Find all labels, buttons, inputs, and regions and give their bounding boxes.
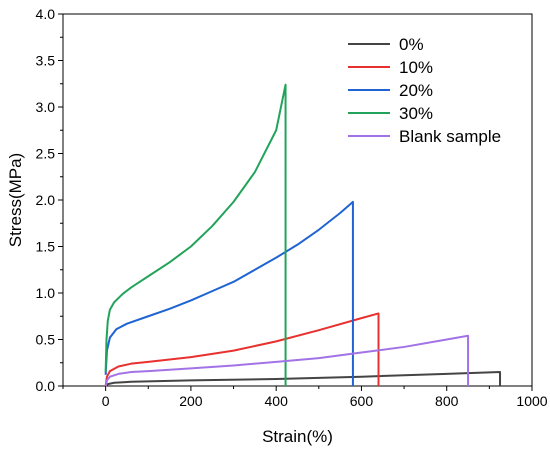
x-axis-ticks: 0 200 400 600 800 1000 [62,386,548,409]
series-layer [104,83,502,387]
series-line-10 [104,312,380,387]
y-tick-label: 0.5 [36,332,56,348]
y-tick-label: 2.5 [36,146,56,162]
y-tick-label: 1.5 [36,239,56,255]
y-tick-label: 4.0 [36,6,56,22]
y-tick-label: 0.0 [36,378,56,394]
y-tick-label: 3.0 [36,99,56,115]
y-tick-label: 2.0 [36,192,56,208]
series-line-blank-sample [104,334,470,387]
y-axis-title: Stress(MPa) [6,153,25,247]
y-tick-label: 1.0 [36,285,56,301]
x-tick-label: 600 [350,393,374,409]
y-tick-label: 3.5 [36,53,56,69]
x-tick-label: 0 [102,393,110,409]
series-line-0 [104,371,502,387]
legend: 0% 10% 20% 30% Blank sample [348,35,501,146]
series-line-30 [104,83,287,386]
y-axis-ticks: 0.0 0.5 1.0 1.5 2.0 2.5 3.0 3.5 4.0 [36,6,63,394]
x-tick-label: 200 [179,393,203,409]
series-line-20 [104,200,354,386]
x-tick-label: 1000 [516,393,547,409]
x-tick-label: 400 [265,393,289,409]
plot-border [62,13,533,387]
legend-label: 0% [399,35,424,54]
legend-label: Blank sample [399,127,501,146]
legend-label: 30% [399,104,433,123]
x-axis-title: Strain(%) [262,427,333,446]
legend-label: 20% [399,81,433,100]
x-tick-label: 800 [435,393,459,409]
plot-frame [62,13,533,387]
legend-label: 10% [399,58,433,77]
